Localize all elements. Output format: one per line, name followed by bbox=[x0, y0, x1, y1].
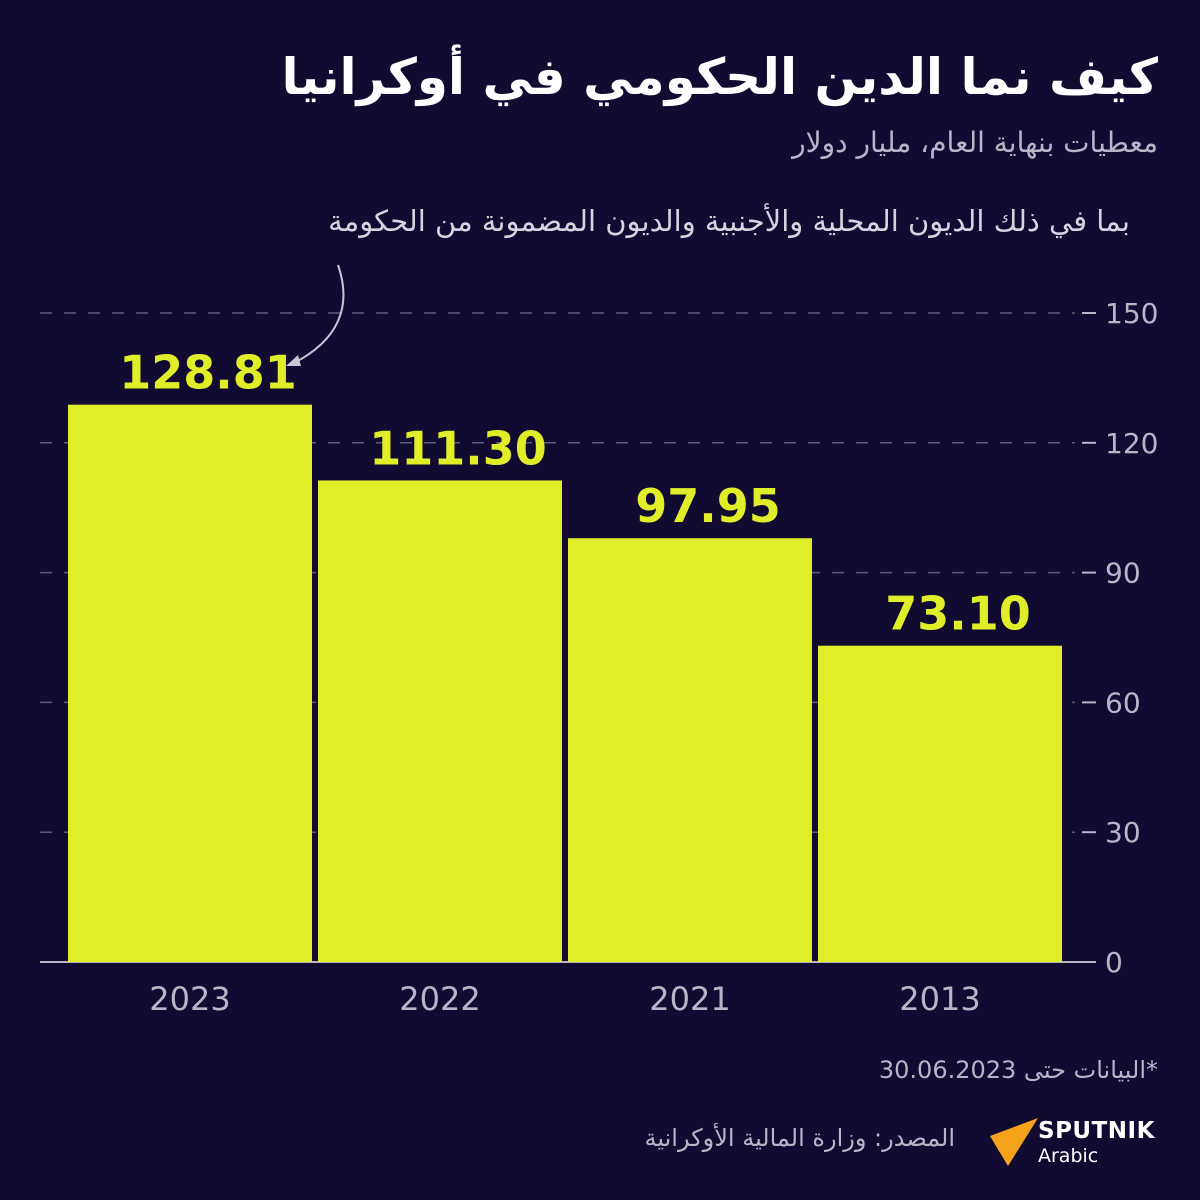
y-tick-label: 120 bbox=[1105, 427, 1158, 460]
value-label: 97.95 bbox=[635, 479, 781, 533]
chart-subtitle: معطيات بنهاية العام، مليار دولار bbox=[792, 126, 1158, 159]
bar-2022 bbox=[318, 480, 562, 962]
annotation-arrow bbox=[291, 264, 345, 365]
value-label: 73.10 bbox=[885, 587, 1031, 641]
value-label: 111.30 bbox=[369, 421, 547, 475]
logo-subtitle: Arabic bbox=[1038, 1145, 1099, 1167]
value-label: 128.81 bbox=[119, 346, 297, 400]
y-tick-label: 60 bbox=[1105, 686, 1141, 719]
x-tick-label: 2022 bbox=[399, 980, 480, 1018]
y-tick-label: 30 bbox=[1105, 816, 1141, 849]
annotation-text: بما في ذلك الديون المحلية والأجنبية والد… bbox=[328, 204, 1130, 238]
bar-2021 bbox=[568, 538, 812, 962]
bar-2013 bbox=[818, 645, 1062, 962]
y-tick-label: 90 bbox=[1105, 557, 1141, 590]
sputnik-logo: SPUTNIK Arabic bbox=[988, 1116, 1178, 1172]
source-text: المصدر: وزارة المالية الأوكرانية bbox=[644, 1124, 956, 1152]
bar-2023 bbox=[68, 404, 312, 962]
chart-title: كيف نما الدين الحكومي في أوكرانيا bbox=[281, 48, 1158, 106]
sputnik-logo-icon bbox=[990, 1118, 1038, 1166]
data-date-note: *البيانات حتى 30.06.2023 bbox=[878, 1056, 1158, 1084]
y-tick-label: 150 bbox=[1105, 297, 1158, 330]
logo-name: SPUTNIK bbox=[1038, 1118, 1155, 1144]
x-tick-label: 2023 bbox=[149, 980, 230, 1018]
x-tick-label: 2021 bbox=[649, 980, 730, 1018]
x-tick-label: 2013 bbox=[899, 980, 980, 1018]
annotation-arrowhead bbox=[286, 355, 301, 366]
y-tick-label: 0 bbox=[1105, 946, 1123, 979]
